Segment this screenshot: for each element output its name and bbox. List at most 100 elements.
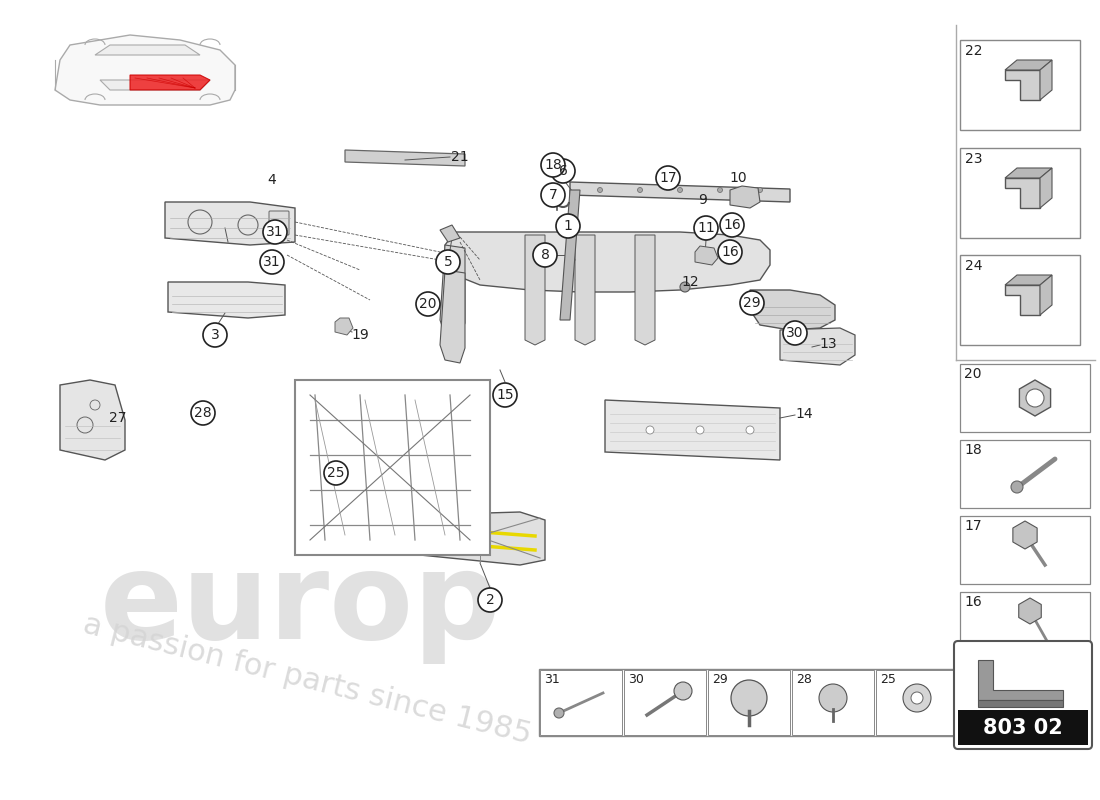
Circle shape (694, 216, 718, 240)
FancyBboxPatch shape (960, 364, 1090, 432)
Text: a passion for parts since 1985: a passion for parts since 1985 (80, 610, 535, 750)
Circle shape (324, 461, 348, 485)
Polygon shape (1040, 275, 1052, 315)
Text: 16: 16 (964, 595, 981, 609)
Circle shape (556, 214, 580, 238)
Polygon shape (440, 270, 465, 363)
Circle shape (758, 187, 762, 193)
Text: 17: 17 (964, 519, 981, 533)
Circle shape (680, 282, 690, 292)
Polygon shape (1005, 275, 1052, 285)
Polygon shape (440, 225, 460, 242)
Text: 20: 20 (964, 367, 981, 381)
Polygon shape (635, 235, 654, 345)
Text: 12: 12 (681, 275, 698, 289)
Text: 28: 28 (796, 673, 812, 686)
FancyBboxPatch shape (960, 516, 1090, 584)
Circle shape (718, 240, 743, 264)
Text: 23: 23 (965, 152, 982, 166)
FancyBboxPatch shape (624, 670, 706, 735)
Text: 25: 25 (328, 466, 344, 480)
Text: 8: 8 (540, 248, 549, 262)
Polygon shape (440, 245, 465, 338)
Polygon shape (780, 328, 855, 365)
Polygon shape (1019, 598, 1042, 624)
Text: 2: 2 (485, 593, 494, 607)
Polygon shape (1040, 60, 1052, 100)
Polygon shape (60, 380, 125, 460)
Polygon shape (605, 400, 780, 460)
FancyBboxPatch shape (954, 641, 1092, 749)
Text: 29: 29 (712, 673, 728, 686)
Polygon shape (750, 290, 835, 330)
FancyBboxPatch shape (540, 670, 622, 735)
Circle shape (204, 323, 227, 347)
Text: 22: 22 (965, 44, 982, 58)
Circle shape (541, 153, 565, 177)
Polygon shape (560, 190, 580, 320)
Polygon shape (1013, 521, 1037, 549)
FancyBboxPatch shape (960, 592, 1090, 660)
Text: 31: 31 (263, 255, 280, 269)
FancyBboxPatch shape (876, 670, 958, 735)
Circle shape (436, 250, 460, 274)
Circle shape (493, 383, 517, 407)
Polygon shape (730, 186, 760, 208)
Polygon shape (978, 660, 1063, 700)
Circle shape (746, 426, 754, 434)
Circle shape (478, 588, 502, 612)
Text: 13: 13 (820, 337, 837, 351)
Circle shape (260, 250, 284, 274)
Polygon shape (95, 45, 200, 55)
Text: 803 02: 803 02 (983, 718, 1063, 738)
Polygon shape (55, 35, 235, 105)
Circle shape (820, 684, 847, 712)
Text: 21: 21 (451, 150, 469, 164)
Text: 17: 17 (659, 171, 676, 185)
Circle shape (551, 159, 575, 183)
Polygon shape (525, 235, 544, 345)
Circle shape (732, 680, 767, 716)
FancyBboxPatch shape (539, 669, 959, 736)
Polygon shape (130, 75, 210, 90)
Text: 10: 10 (729, 171, 747, 185)
Circle shape (534, 243, 557, 267)
FancyBboxPatch shape (295, 380, 490, 555)
Text: 28: 28 (195, 406, 212, 420)
Text: 30: 30 (628, 673, 643, 686)
Text: 11: 11 (697, 221, 715, 235)
Text: 6: 6 (559, 164, 568, 178)
Polygon shape (1005, 168, 1052, 178)
Circle shape (1026, 389, 1044, 407)
Circle shape (1011, 481, 1023, 493)
Polygon shape (165, 202, 295, 245)
Polygon shape (1020, 380, 1050, 416)
Polygon shape (1005, 60, 1052, 70)
FancyBboxPatch shape (792, 670, 875, 735)
FancyBboxPatch shape (708, 670, 790, 735)
Circle shape (646, 426, 654, 434)
Polygon shape (695, 246, 718, 265)
Text: europ: europ (100, 546, 502, 663)
Text: 31: 31 (544, 673, 560, 686)
Polygon shape (446, 232, 770, 292)
Text: 19: 19 (351, 328, 369, 342)
Text: 14: 14 (795, 407, 813, 421)
Circle shape (638, 187, 642, 193)
Circle shape (554, 708, 564, 718)
FancyBboxPatch shape (960, 255, 1080, 345)
Polygon shape (336, 318, 353, 335)
Text: 15: 15 (496, 388, 514, 402)
Circle shape (678, 187, 682, 193)
Circle shape (903, 684, 931, 712)
Polygon shape (168, 282, 285, 318)
Text: 29: 29 (744, 296, 761, 310)
Text: 16: 16 (723, 218, 741, 232)
FancyBboxPatch shape (270, 211, 289, 235)
Circle shape (656, 166, 680, 190)
Text: 20: 20 (419, 297, 437, 311)
Text: 18: 18 (964, 443, 981, 457)
Text: 1: 1 (563, 219, 572, 233)
FancyBboxPatch shape (960, 440, 1090, 508)
Text: 25: 25 (880, 673, 895, 686)
